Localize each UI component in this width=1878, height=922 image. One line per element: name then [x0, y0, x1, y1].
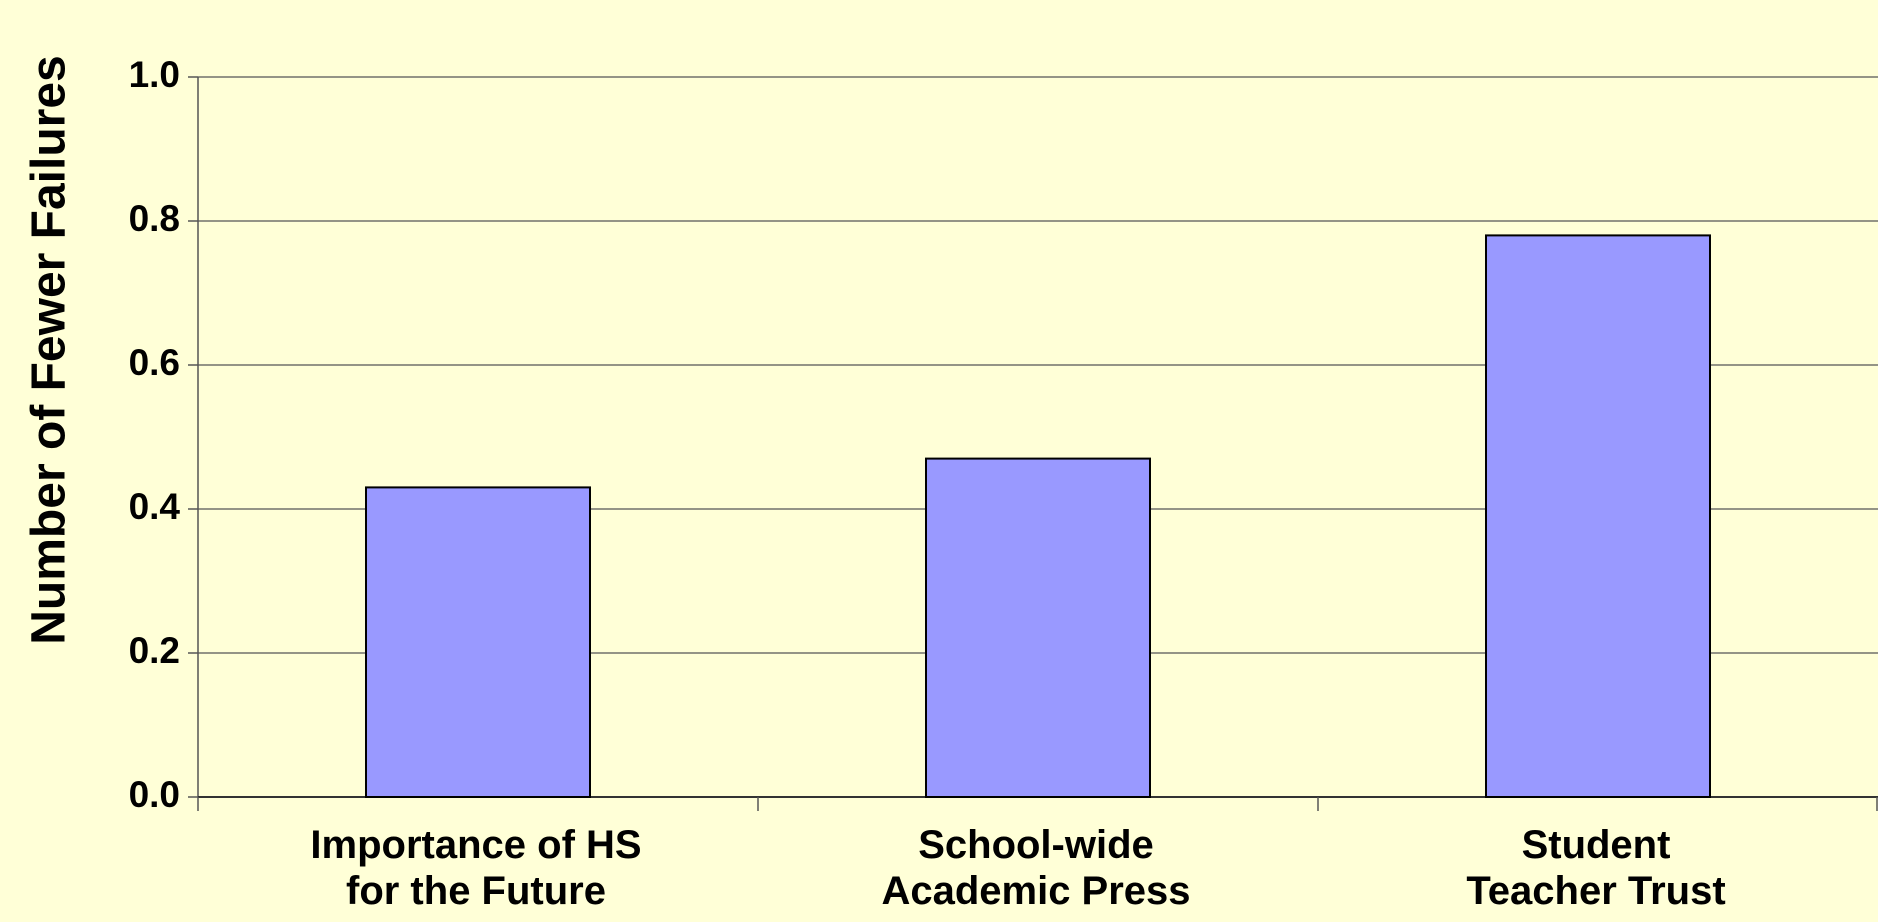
x-tick-label: Student Teacher Trust: [1466, 823, 1726, 913]
y-tick-label: 0.4: [129, 486, 181, 527]
y-tick-label: 1.0: [129, 54, 180, 95]
bar: [1485, 234, 1711, 798]
y-tick-label: 0.6: [129, 342, 180, 383]
y-axis-title: Number of Fewer Failures: [23, 55, 76, 644]
bar: [925, 457, 1151, 798]
x-tick-label: Importance of HS for the Future: [310, 823, 642, 913]
y-tick-label: 0.8: [129, 198, 180, 239]
x-tick-label: School-wide Academic Press: [881, 823, 1191, 913]
bar: [365, 486, 591, 798]
y-tick-label: 0.0: [129, 774, 180, 815]
y-tick-label: 0.2: [129, 630, 180, 671]
